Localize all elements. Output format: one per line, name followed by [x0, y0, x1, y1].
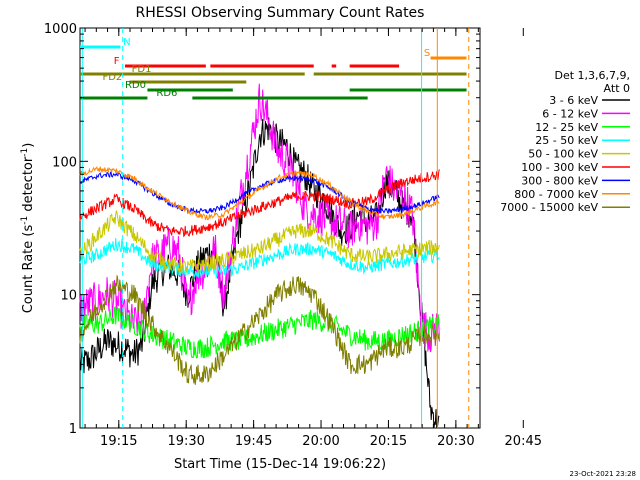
y-tick-label: 100	[52, 155, 77, 170]
series-line-3-6-kev	[79, 117, 440, 429]
axis-ticks: 19:15 19:30 19:45 20:00 20:15 20:30 20:45 1 10 10…	[44, 22, 542, 449]
footer-date: 23-Oct-2021 23:28	[570, 470, 636, 478]
y-tick-label: 10	[60, 289, 77, 304]
flag-label-f: F	[114, 56, 120, 67]
legend-label: 800 - 7000 keV	[514, 188, 598, 201]
series-line-50-100-kev	[79, 210, 440, 275]
legend-header-attenuator: Att 0	[604, 82, 630, 95]
legend-header-detectors: Det 1,3,6,7,9,	[554, 69, 630, 82]
legend-label: 6 - 12 keV	[542, 107, 598, 120]
series-line-800-7000-kev	[79, 165, 440, 220]
flag-label-rd6: RD6	[156, 88, 177, 99]
plot-frame	[79, 27, 481, 429]
flag-label-rd0: RD0	[125, 80, 146, 91]
legend-label: 12 - 25 keV	[535, 121, 598, 134]
chart-title: RHESSI Observing Summary Count Rates	[136, 5, 425, 21]
legend-label: 25 - 50 keV	[535, 134, 598, 147]
legend-label: 3 - 6 keV	[549, 94, 598, 107]
x-tick-label: 19:30	[167, 434, 204, 449]
y-tick-label: 1000	[44, 22, 77, 37]
series-line-25-50-kev	[79, 238, 440, 279]
x-tick-label: 20:00	[302, 434, 339, 449]
x-tick-label: 20:45	[505, 434, 542, 449]
flag-label-s: S	[424, 48, 430, 59]
legend-label: 7000 - 15000 keV	[500, 201, 598, 214]
flag-label-n: N	[123, 37, 130, 48]
flag-label-fd1: FD1	[132, 64, 152, 75]
y-tick-label: 1	[69, 422, 77, 437]
x-tick-label: 20:15	[370, 434, 407, 449]
y-axis-label: Count Rate (s-1 detector-1)	[20, 143, 36, 314]
legend-label: 50 - 100 keV	[528, 148, 598, 161]
event-markers	[81, 28, 470, 428]
x-tick-label: 19:15	[100, 434, 137, 449]
flag-label-fd2: FD2	[102, 72, 122, 83]
x-tick-label: 19:45	[235, 434, 272, 449]
data-lines	[79, 83, 440, 429]
series-line-12-25-kev	[79, 306, 440, 359]
series-line-100-300-kev	[79, 169, 440, 238]
series-line-7000-15000-kev	[79, 275, 440, 385]
legend-label: 300 - 800 keV	[521, 174, 598, 187]
legend-label: 100 - 300 keV	[521, 161, 598, 174]
series-line-6-12-kev	[79, 83, 440, 353]
x-tick-label: 20:30	[437, 434, 474, 449]
x-axis-label: Start Time (15-Dec-14 19:06:22)	[174, 457, 386, 472]
